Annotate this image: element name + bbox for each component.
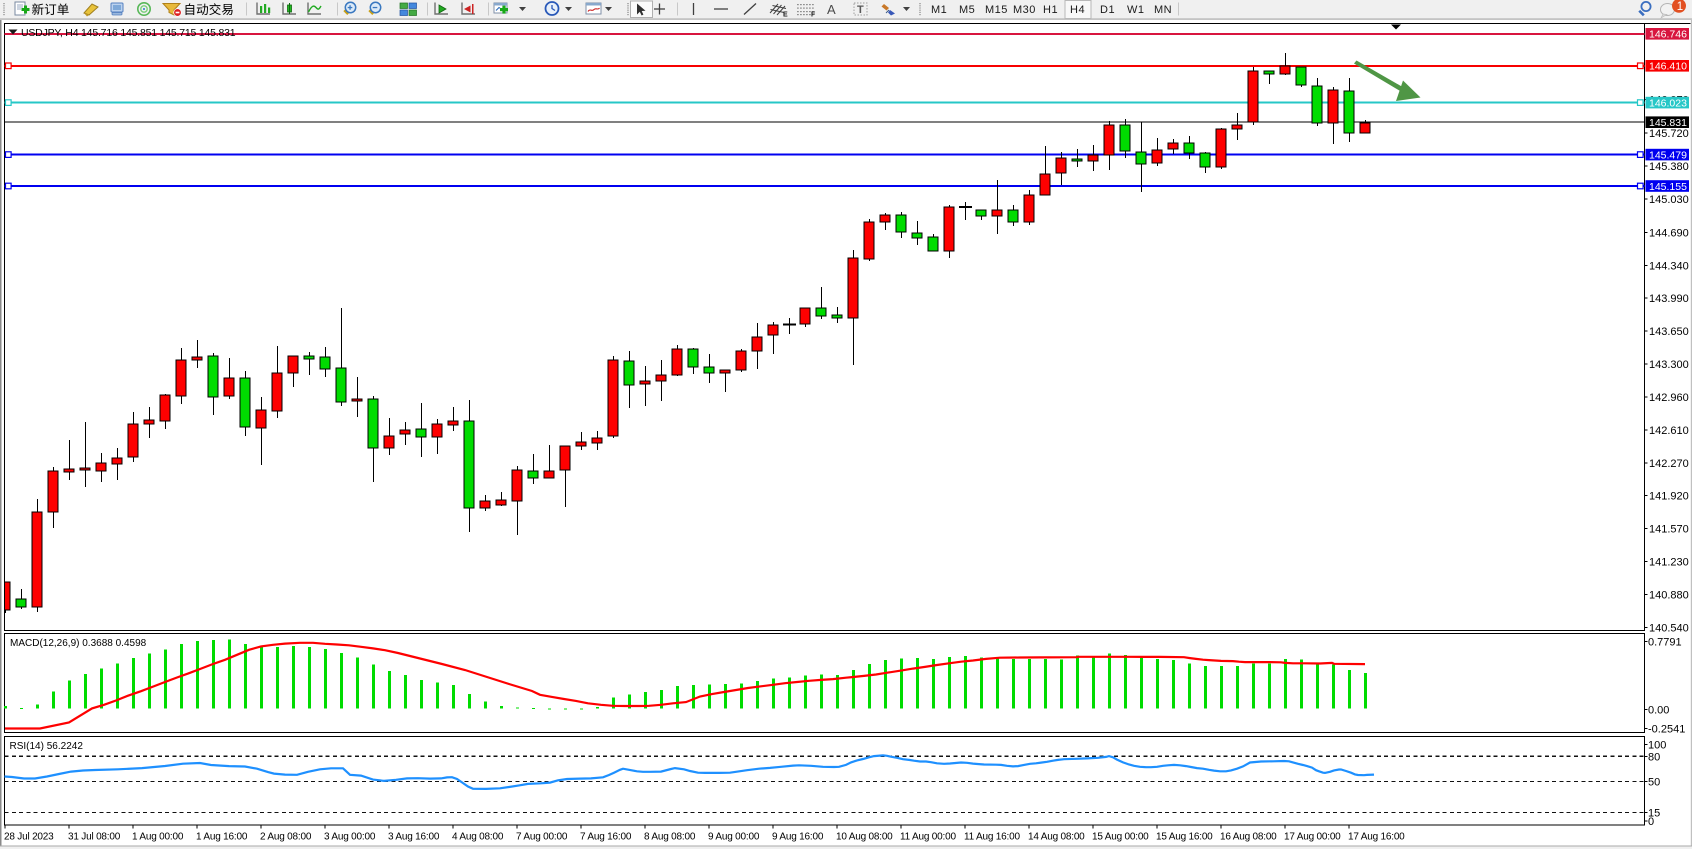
svg-text:144.690: 144.690: [1649, 228, 1689, 240]
svg-text:146.410: 146.410: [1649, 61, 1687, 73]
svg-text:A: A: [827, 2, 836, 17]
svg-text:MN: MN: [1154, 4, 1172, 16]
svg-text:142.610: 142.610: [1649, 425, 1689, 437]
svg-text:28 Jul 2023: 28 Jul 2023: [4, 832, 54, 843]
svg-text:11 Aug 16:00: 11 Aug 16:00: [964, 832, 1020, 843]
svg-text:145.831: 145.831: [1649, 117, 1687, 129]
svg-text:145.380: 145.380: [1649, 161, 1689, 173]
svg-text:D1: D1: [1100, 4, 1115, 16]
svg-text:-0.2541: -0.2541: [1648, 723, 1685, 735]
svg-text:9 Aug 00:00: 9 Aug 00:00: [708, 832, 760, 843]
svg-text:0: 0: [1648, 816, 1654, 828]
svg-text:0.00: 0.00: [1648, 704, 1669, 716]
svg-text:145.155: 145.155: [1649, 181, 1687, 193]
svg-text:1: 1: [1677, 1, 1683, 13]
svg-text:E: E: [783, 12, 788, 19]
svg-text:141.230: 141.230: [1649, 557, 1689, 569]
svg-text:M5: M5: [959, 4, 975, 16]
svg-text:M1: M1: [931, 4, 947, 16]
svg-text:USDJPY, H4 145.716 145.851 14: USDJPY, H4 145.716 145.851 145.715 145.8…: [21, 27, 236, 39]
svg-text:143.990: 143.990: [1649, 293, 1689, 305]
svg-text:3 Aug 16:00: 3 Aug 16:00: [388, 832, 440, 843]
svg-text:2 Aug 08:00: 2 Aug 08:00: [260, 832, 312, 843]
svg-text:0.7791: 0.7791: [1648, 636, 1682, 648]
svg-text:142.960: 142.960: [1649, 392, 1689, 404]
svg-text:141.920: 141.920: [1649, 491, 1689, 503]
svg-text:9 Aug 16:00: 9 Aug 16:00: [772, 832, 824, 843]
svg-text:16 Aug 08:00: 16 Aug 08:00: [1220, 832, 1277, 843]
svg-text:140.880: 140.880: [1649, 590, 1689, 602]
svg-text:146.746: 146.746: [1649, 29, 1687, 41]
svg-text:100: 100: [1648, 739, 1666, 751]
svg-text:M30: M30: [1013, 4, 1036, 16]
svg-text:141.570: 141.570: [1649, 524, 1689, 536]
svg-text:143.300: 143.300: [1649, 359, 1689, 371]
svg-text:145.030: 145.030: [1649, 194, 1689, 206]
svg-text:4 Aug 08:00: 4 Aug 08:00: [452, 832, 504, 843]
svg-text:146.023: 146.023: [1649, 97, 1687, 109]
svg-text:17 Aug 00:00: 17 Aug 00:00: [1284, 832, 1341, 843]
svg-text:50: 50: [1648, 777, 1660, 789]
svg-text:15: 15: [1648, 808, 1660, 820]
svg-text:140.540: 140.540: [1649, 623, 1689, 635]
svg-text:1 Aug 16:00: 1 Aug 16:00: [196, 832, 248, 843]
svg-text:10 Aug 08:00: 10 Aug 08:00: [836, 832, 893, 843]
svg-text:8 Aug 08:00: 8 Aug 08:00: [644, 832, 696, 843]
svg-text:W1: W1: [1127, 4, 1145, 16]
svg-text:145.479: 145.479: [1649, 149, 1687, 161]
svg-text:7 Aug 16:00: 7 Aug 16:00: [580, 832, 632, 843]
svg-text:144.340: 144.340: [1649, 261, 1689, 273]
svg-text:H1: H1: [1043, 4, 1058, 16]
svg-text:14 Aug 08:00: 14 Aug 08:00: [1028, 832, 1085, 843]
svg-text:T: T: [857, 4, 864, 16]
svg-text:F: F: [811, 12, 816, 19]
svg-text:H4: H4: [1070, 4, 1085, 16]
svg-text:80: 80: [1648, 752, 1660, 764]
svg-text:RSI(14) 56.2242: RSI(14) 56.2242: [10, 741, 84, 752]
svg-text:143.650: 143.650: [1649, 326, 1689, 338]
svg-text:145.720: 145.720: [1649, 128, 1689, 140]
svg-text:11 Aug 00:00: 11 Aug 00:00: [900, 832, 956, 843]
svg-text:7 Aug 00:00: 7 Aug 00:00: [516, 832, 568, 843]
svg-text:31 Jul 08:00: 31 Jul 08:00: [68, 832, 121, 843]
svg-text:15 Aug 00:00: 15 Aug 00:00: [1092, 832, 1149, 843]
svg-text:MACD(12,26,9) 0.3688 0.4598: MACD(12,26,9) 0.3688 0.4598: [10, 638, 147, 649]
svg-text:15 Aug 16:00: 15 Aug 16:00: [1156, 832, 1213, 843]
svg-text:1 Aug 00:00: 1 Aug 00:00: [132, 832, 184, 843]
svg-text:17 Aug 16:00: 17 Aug 16:00: [1348, 832, 1405, 843]
svg-text:142.270: 142.270: [1649, 458, 1689, 470]
svg-text:M15: M15: [985, 4, 1008, 16]
svg-text:3 Aug 00:00: 3 Aug 00:00: [324, 832, 376, 843]
